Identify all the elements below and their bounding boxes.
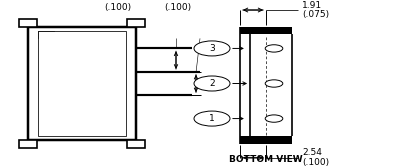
Circle shape [265,115,283,122]
Bar [28,27,136,140]
Bar [240,136,292,144]
Circle shape [194,111,230,126]
Circle shape [265,45,283,52]
Bar [127,140,145,148]
Bar [127,19,145,27]
Text: 1: 1 [209,114,215,123]
Text: 2.54
(.100): 2.54 (.100) [302,148,329,167]
Bar [38,31,126,136]
Circle shape [265,80,283,87]
Text: BOTTOM VIEW: BOTTOM VIEW [229,155,303,164]
Circle shape [194,41,230,56]
Bar [240,27,292,34]
Text: 3: 3 [209,44,215,53]
Text: 2: 2 [209,79,215,88]
Text: 2.54
(.100): 2.54 (.100) [104,0,132,12]
Text: 2.54
(.100): 2.54 (.100) [164,0,192,12]
Bar [19,19,37,27]
Circle shape [194,76,230,91]
Bar [38,31,54,38]
Bar [19,140,37,148]
Text: 1.91
(.075): 1.91 (.075) [302,1,329,19]
